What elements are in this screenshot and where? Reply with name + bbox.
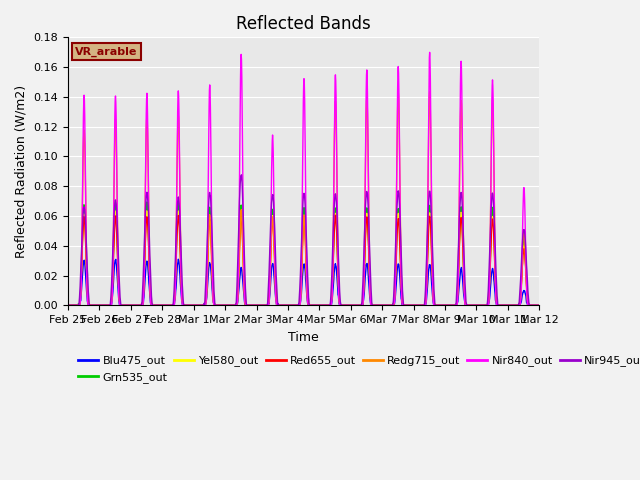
Line: Red655_out: Red655_out bbox=[68, 216, 540, 305]
Line: Nir945_out: Nir945_out bbox=[68, 175, 540, 305]
Line: Blu475_out: Blu475_out bbox=[68, 259, 540, 305]
Text: VR_arable: VR_arable bbox=[75, 47, 138, 57]
Y-axis label: Reflected Radiation (W/m2): Reflected Radiation (W/m2) bbox=[15, 85, 28, 258]
Line: Grn535_out: Grn535_out bbox=[68, 201, 540, 305]
Title: Reflected Bands: Reflected Bands bbox=[236, 15, 371, 33]
X-axis label: Time: Time bbox=[288, 331, 319, 344]
Line: Redg715_out: Redg715_out bbox=[68, 92, 540, 305]
Line: Yel580_out: Yel580_out bbox=[68, 211, 540, 305]
Legend: Blu475_out, Grn535_out, Yel580_out, Red655_out, Redg715_out, Nir840_out, Nir945_: Blu475_out, Grn535_out, Yel580_out, Red6… bbox=[74, 351, 640, 387]
Line: Nir840_out: Nir840_out bbox=[68, 52, 540, 305]
